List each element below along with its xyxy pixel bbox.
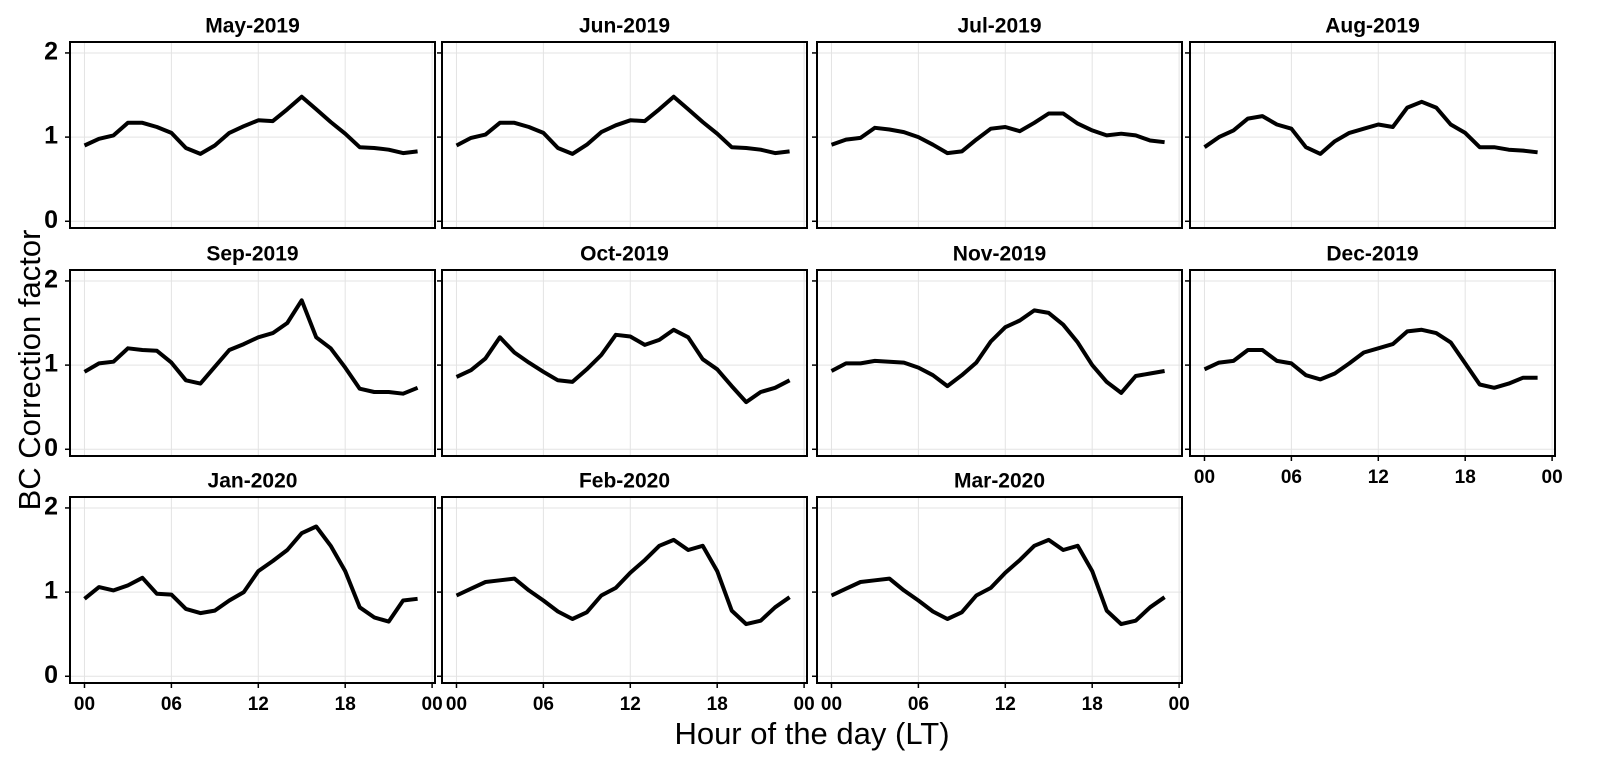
panel-border xyxy=(441,269,808,457)
panel-title: Jun-2019 xyxy=(579,15,670,38)
data-line xyxy=(1203,99,1538,156)
panel-border xyxy=(69,41,436,229)
data-line xyxy=(83,298,419,396)
x-tick-label: 00 xyxy=(446,694,467,715)
x-tick-label: 00 xyxy=(794,694,815,715)
panel-border xyxy=(816,496,1183,684)
panel-title: Jul-2019 xyxy=(957,15,1041,38)
y-tick-label: 1 xyxy=(44,350,58,378)
x-tick-label: 00 xyxy=(74,694,95,715)
y-tick-label: 1 xyxy=(44,577,58,605)
panel-border xyxy=(816,269,1183,457)
panel-title: Aug-2019 xyxy=(1325,15,1420,38)
data-line xyxy=(830,308,1165,395)
panel-title: Dec-2019 xyxy=(1326,243,1418,266)
x-tick-label: 06 xyxy=(908,694,929,715)
x-axis-label: Hour of the day (LT) xyxy=(674,716,949,751)
panel-title: Mar-2020 xyxy=(954,470,1045,493)
y-tick-label: 2 xyxy=(44,493,58,521)
x-tick-label: 06 xyxy=(161,694,182,715)
x-tick-label: 00 xyxy=(821,694,842,715)
data-line xyxy=(455,94,790,156)
panel-border xyxy=(69,269,436,457)
data-line xyxy=(83,94,418,156)
x-tick-label: 12 xyxy=(620,694,641,715)
y-tick-label: 0 xyxy=(44,206,58,234)
panel-border xyxy=(816,41,1183,229)
panel-title: May-2019 xyxy=(205,15,300,38)
panel-title: Sep-2019 xyxy=(206,243,298,266)
panel-title: Jan-2020 xyxy=(208,470,298,493)
x-tick-label: 12 xyxy=(248,694,269,715)
y-tick-label: 0 xyxy=(44,661,58,689)
x-tick-label: 06 xyxy=(1281,467,1302,488)
x-tick-label: 18 xyxy=(335,694,356,715)
x-tick-label: 18 xyxy=(1082,694,1103,715)
data-line xyxy=(830,111,1165,156)
data-line xyxy=(1203,327,1538,390)
y-tick-label: 1 xyxy=(44,122,58,150)
y-axis-label: BC Correction factor xyxy=(12,230,47,511)
panel-border xyxy=(441,496,808,684)
panel-title: Oct-2019 xyxy=(580,243,669,266)
x-tick-label: 12 xyxy=(995,694,1016,715)
y-tick-label: 2 xyxy=(44,266,58,294)
panel-border xyxy=(1189,41,1556,229)
panel-title: Nov-2019 xyxy=(953,243,1046,266)
x-tick-label: 00 xyxy=(422,694,443,715)
x-tick-label: 06 xyxy=(533,694,554,715)
x-tick-label: 18 xyxy=(1455,467,1476,488)
panel-border xyxy=(69,496,436,684)
x-tick-label: 00 xyxy=(1169,694,1190,715)
x-tick-label: 12 xyxy=(1368,467,1389,488)
data-line xyxy=(455,537,791,627)
data-line xyxy=(455,327,791,405)
x-tick-label: 18 xyxy=(707,694,728,715)
panel-border xyxy=(1189,269,1556,457)
y-tick-label: 2 xyxy=(44,38,58,66)
y-tick-label: 0 xyxy=(44,434,58,462)
data-line xyxy=(83,524,418,624)
panel-title: Feb-2020 xyxy=(579,470,670,493)
data-line xyxy=(830,537,1166,627)
x-tick-label: 00 xyxy=(1542,467,1563,488)
x-tick-label: 00 xyxy=(1194,467,1215,488)
panel-border xyxy=(441,41,808,229)
